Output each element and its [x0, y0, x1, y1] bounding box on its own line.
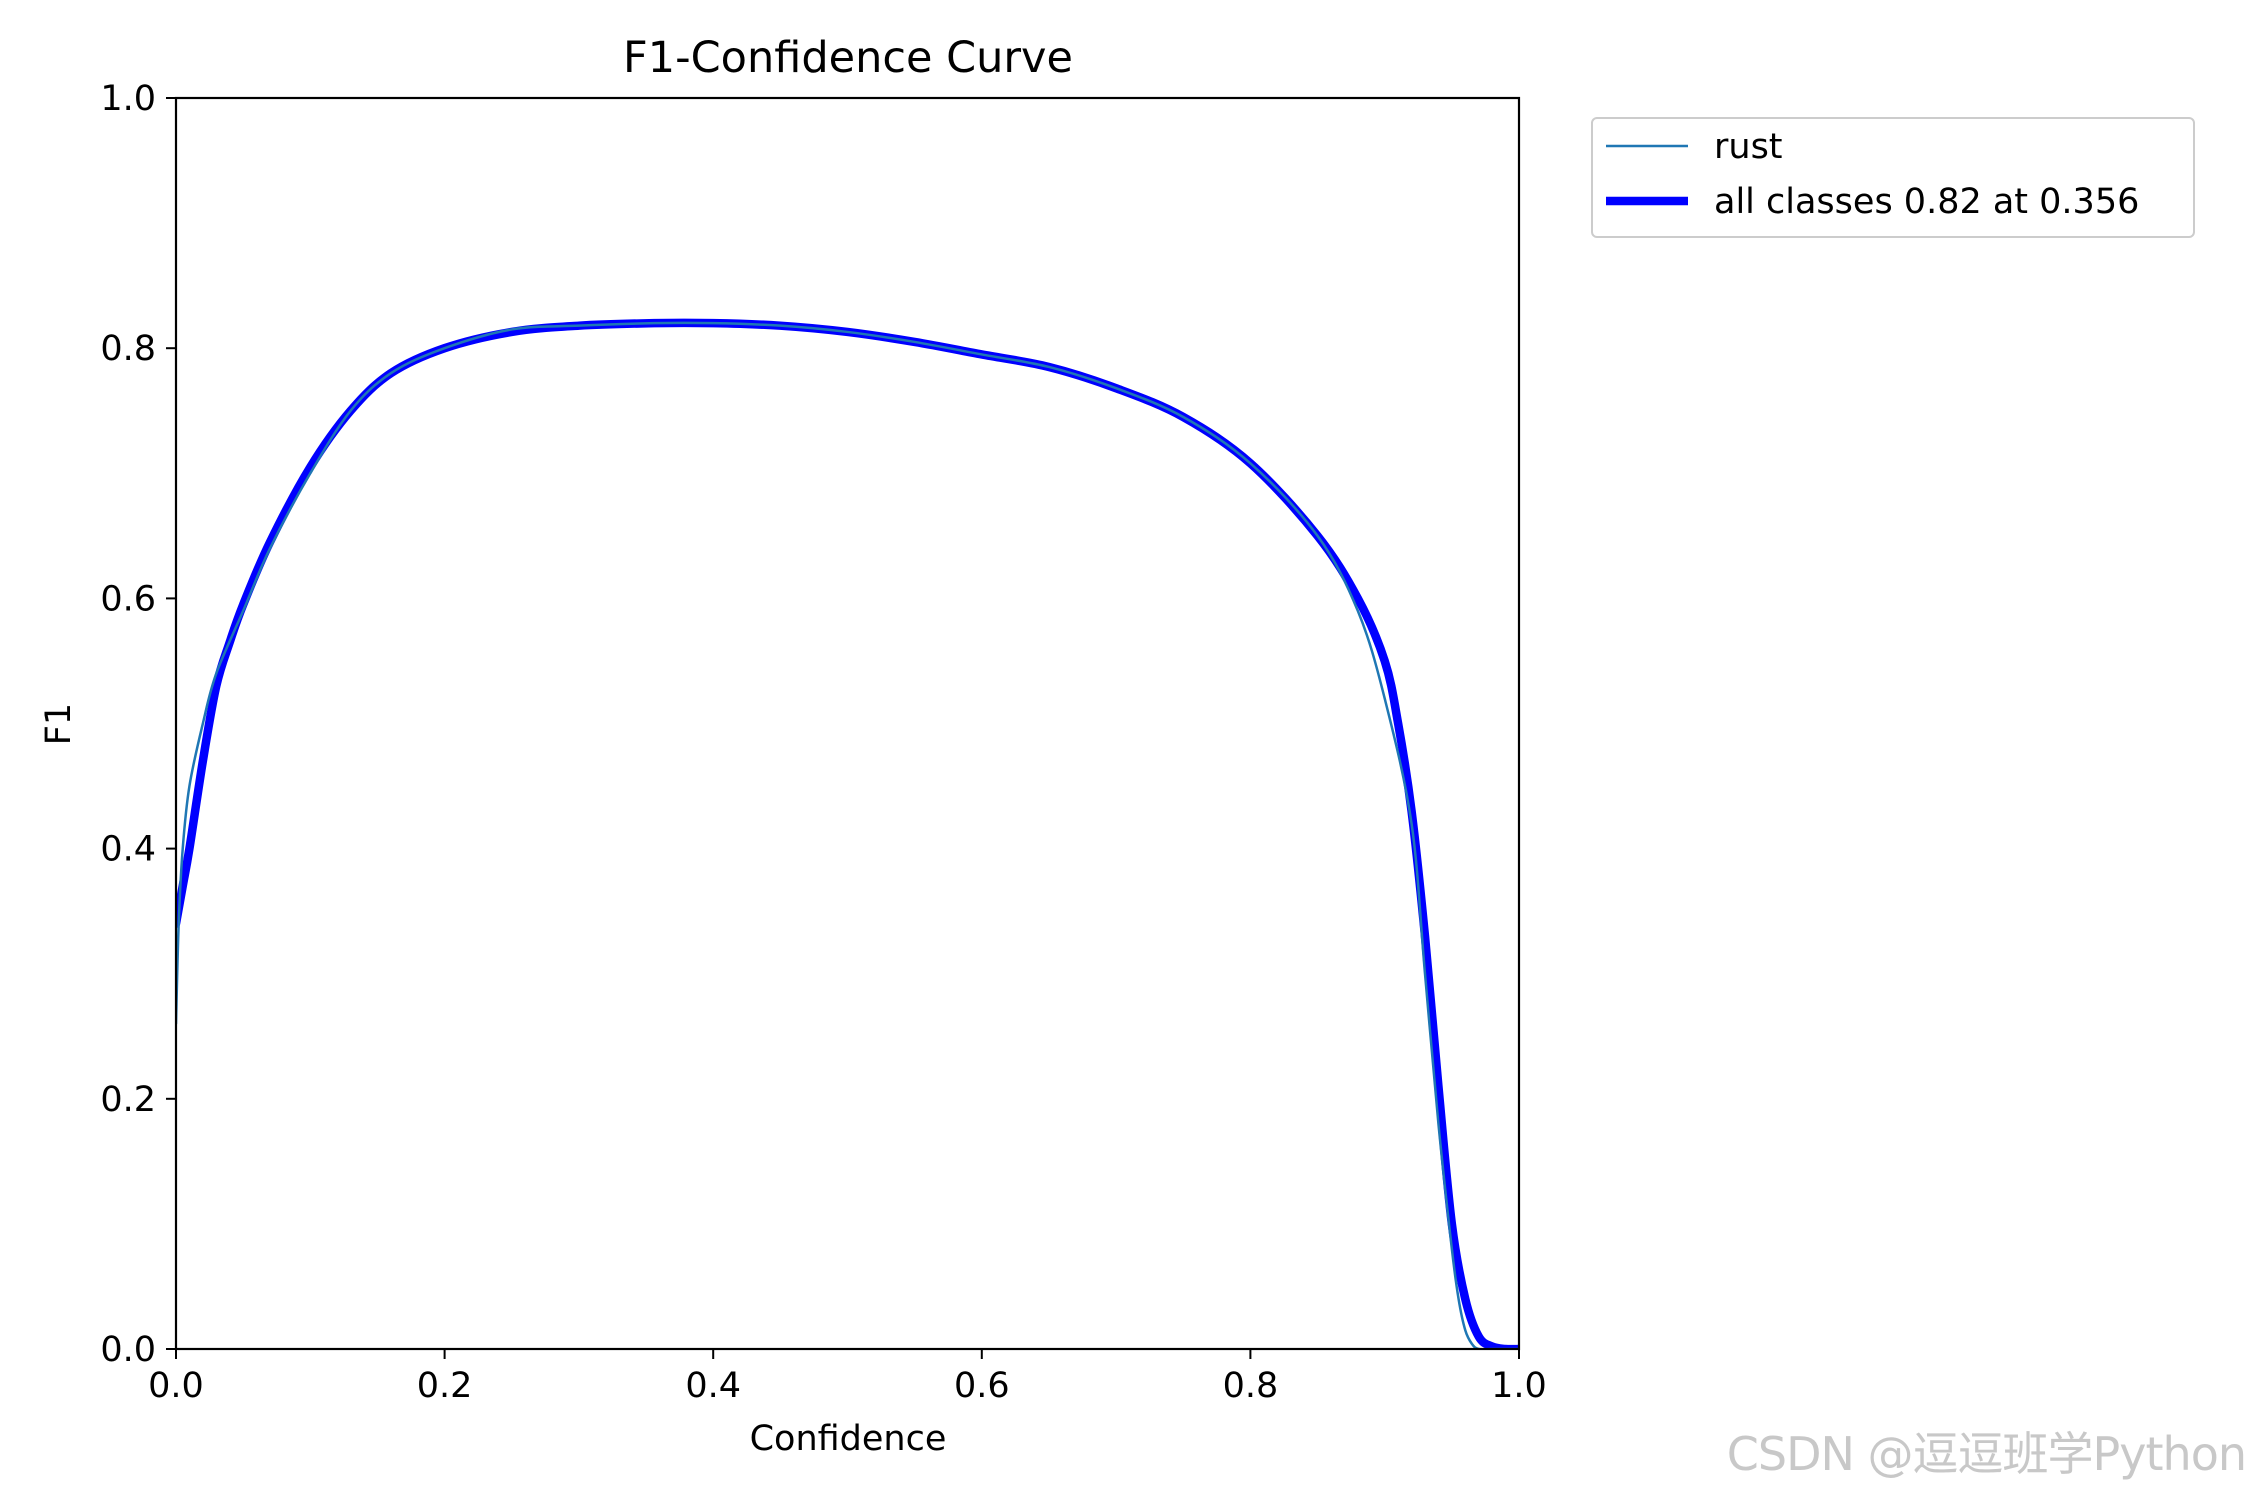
y-axis-label: F1	[39, 703, 79, 745]
series-line-rust	[176, 321, 1519, 1349]
series-layer	[176, 318, 1519, 1349]
legend-label-all-classes: all classes 0.82 at 0.356	[1714, 182, 2139, 222]
y-axis-ticks: 0.0 0.2 0.4 0.6 0.8 1.0	[100, 79, 176, 1370]
x-tick-label: 0.6	[954, 1366, 1010, 1406]
x-tick-label: 0.4	[685, 1366, 741, 1406]
x-axis-label: Confidence	[750, 1419, 947, 1459]
legend-label-rust: rust	[1714, 127, 1783, 167]
y-tick-label: 0.4	[100, 830, 156, 870]
x-tick-label: 0.8	[1223, 1366, 1279, 1406]
plot-area	[174, 96, 1521, 1351]
plot-frame	[174, 96, 1521, 1351]
y-tick-label: 0.0	[100, 1330, 156, 1370]
x-axis-ticks: 0.0 0.2 0.4 0.6 0.8 1.0	[148, 1349, 1547, 1406]
x-tick-label: 1.0	[1491, 1366, 1547, 1406]
y-tick-label: 0.6	[100, 579, 156, 619]
x-tick-label: 0.0	[148, 1366, 204, 1406]
legend-box	[1591, 117, 2195, 238]
legend: rust all classes 0.82 at 0.356	[1591, 117, 2195, 238]
x-tick-label: 0.2	[417, 1366, 473, 1406]
chart-title: F1-Confidence Curve	[623, 33, 1073, 83]
y-tick-label: 0.8	[100, 329, 156, 369]
y-tick-label: 0.2	[100, 1080, 156, 1120]
y-tick-label: 1.0	[100, 79, 156, 119]
watermark: CSDN @逗逗班学Python	[1726, 1427, 2247, 1481]
